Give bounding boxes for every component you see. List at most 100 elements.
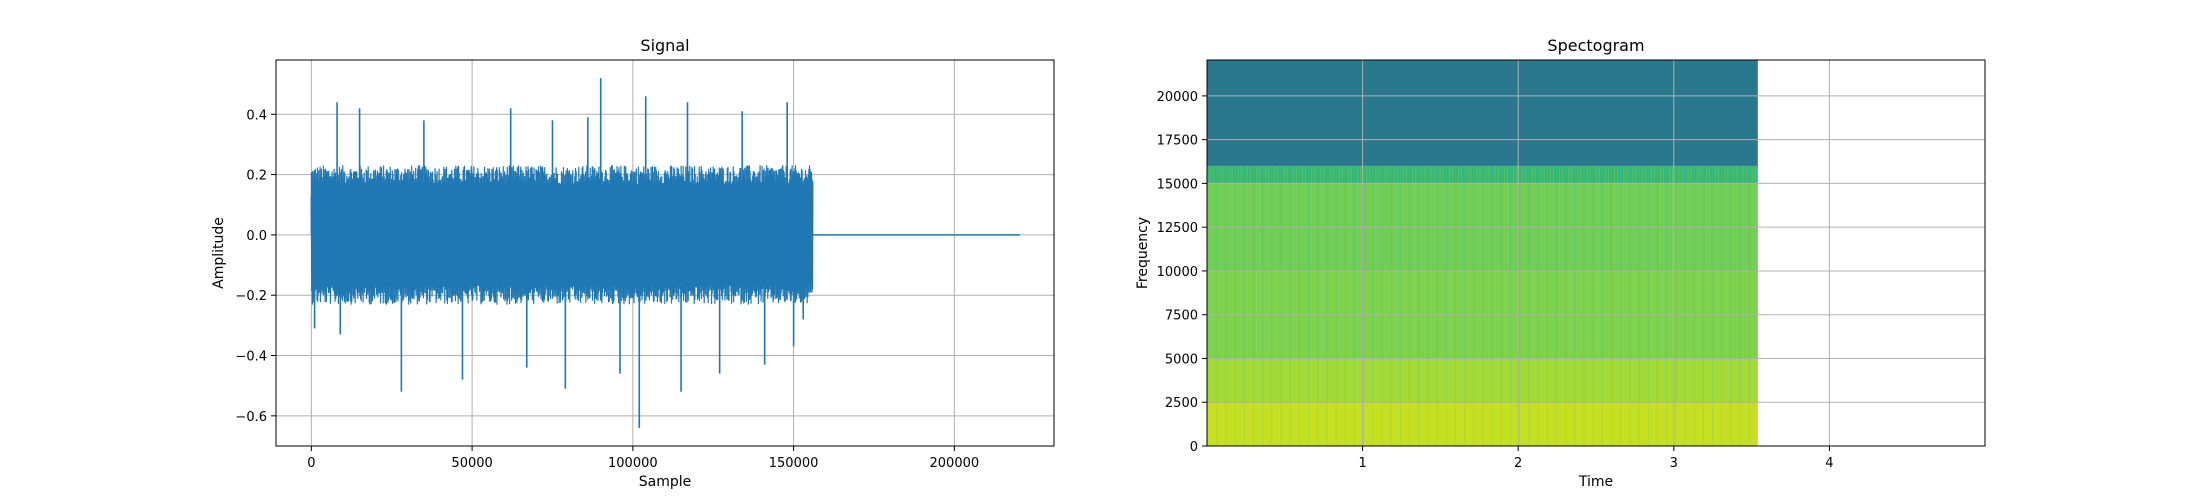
spectrogram-x-tick-label: 3: [1670, 456, 1678, 471]
spectrogram-texture: [1580, 165, 1582, 446]
spectrogram-texture: [1225, 165, 1227, 446]
spectrogram-texture: [1286, 165, 1288, 446]
spectrogram-texture: [1659, 165, 1662, 446]
spectrogram-texture: [1666, 165, 1668, 446]
spectrogram-texture: [1522, 165, 1524, 446]
spectrogram-texture: [1442, 165, 1444, 446]
spectrogram-texture: [1629, 165, 1631, 446]
spectrogram-texture: [1662, 165, 1665, 446]
spectrogram-texture: [1311, 165, 1313, 446]
spectrogram-texture: [1684, 165, 1686, 446]
spectrogram-texture: [1718, 165, 1720, 446]
spectrogram-texture: [1678, 165, 1680, 446]
spectrogram-texture: [1647, 165, 1649, 446]
spectrogram-texture: [1620, 165, 1622, 446]
spectrogram-texture: [1412, 165, 1414, 446]
spectrogram-texture: [1531, 165, 1533, 446]
spectrogram-texture: [1240, 165, 1242, 446]
signal-axes-frame: [275, 59, 1055, 447]
spectrogram-texture: [1595, 165, 1597, 446]
spectrogram-texture: [1430, 165, 1432, 446]
spectrogram-texture: [1366, 165, 1368, 446]
signal-panel: 0 50000 100000 150000 200000 −0.6 −0.4 −0.2 0.0 0…: [211, 36, 1055, 490]
spectrogram-x-tick-label: 2: [1514, 456, 1522, 471]
signal-waveform: [310, 78, 1021, 428]
spectrogram-texture: [1543, 165, 1545, 446]
spectrogram-texture: [1433, 165, 1435, 446]
spectrogram-texture: [1301, 165, 1304, 446]
spectrogram-texture: [1669, 165, 1671, 446]
spectrogram-texture: [1304, 165, 1307, 446]
spectrogram-texture: [1690, 165, 1692, 446]
spectrogram-texture: [1558, 165, 1561, 446]
spectrogram-texture: [1436, 165, 1438, 446]
spectrogram-texture: [1271, 165, 1273, 446]
spectrogram-texture: [1675, 165, 1677, 446]
spectrogram-texture: [1274, 165, 1276, 446]
spectrogram-texture: [1482, 165, 1484, 446]
spectrogram-texture: [1525, 165, 1527, 446]
spectrogram-texture: [1372, 165, 1374, 446]
spectrogram-texture: [1298, 165, 1301, 446]
spectrogram-texture: [1708, 165, 1711, 446]
spectrogram-texture: [1537, 165, 1539, 446]
spectrogram-texture: [1607, 165, 1610, 446]
spectrogram-texture: [1696, 165, 1698, 446]
spectrogram-texture: [1519, 165, 1521, 446]
spectrogram-texture: [1424, 165, 1426, 446]
spectrogram-texture: [1390, 165, 1392, 446]
spectrogram-y-tick-label: 15000: [1157, 177, 1198, 192]
spectrogram-texture: [1497, 165, 1499, 446]
spectrogram-texture: [1228, 165, 1230, 446]
spectrogram-texture: [1268, 165, 1270, 446]
spectrogram-texture: [1672, 165, 1674, 446]
spectrogram-texture: [1574, 165, 1576, 446]
spectrogram-texture: [1540, 165, 1542, 446]
spectrogram-texture: [1216, 165, 1218, 446]
spectrogram-texture: [1415, 165, 1417, 446]
spectrogram-x-tick-label: 1: [1358, 456, 1366, 471]
spectrogram-y-axis-label: Frequency: [1135, 217, 1151, 289]
spectrogram-texture: [1249, 165, 1252, 446]
spectrogram-texture: [1656, 165, 1659, 446]
spectrogram-texture: [1479, 165, 1481, 446]
spectrogram-texture: [1350, 165, 1353, 446]
spectrogram-texture: [1473, 165, 1475, 446]
signal-x-tick-label: 0: [307, 456, 315, 471]
spectrogram-texture: [1635, 165, 1637, 446]
spectrogram-texture: [1733, 165, 1735, 446]
spectrogram-texture: [1280, 165, 1282, 446]
spectrogram-texture: [1568, 165, 1570, 446]
spectrogram-texture: [1721, 165, 1723, 446]
spectrogram-axes-frame: [1206, 59, 1986, 447]
spectrogram-texture: [1332, 165, 1334, 446]
spectrogram-texture: [1586, 165, 1588, 446]
spectrogram-texture: [1427, 165, 1429, 446]
spectrogram-texture: [1751, 165, 1753, 446]
spectrogram-texture: [1546, 165, 1548, 446]
spectrogram-texture: [1534, 165, 1536, 446]
spectrogram-texture: [1601, 165, 1603, 446]
spectrogram-texture: [1323, 165, 1325, 446]
spectrogram-texture: [1399, 165, 1401, 446]
signal-noise-band: [310, 164, 814, 305]
spectrogram-y-tick-label: 5000: [1165, 352, 1198, 367]
spectrogram-texture: [1598, 165, 1600, 446]
spectrogram-texture: [1347, 165, 1349, 446]
spectrogram-texture: [1387, 165, 1389, 446]
spectrogram-texture: [1610, 165, 1613, 446]
spectrogram-texture: [1335, 165, 1337, 446]
spectrogram-texture: [1632, 165, 1634, 446]
spectrogram-texture: [1384, 165, 1386, 446]
spectrogram-texture: [1344, 165, 1346, 446]
spectrogram-texture: [1292, 165, 1294, 446]
spectrogram-texture: [1363, 165, 1365, 446]
signal-x-tick-label: 100000: [608, 456, 658, 471]
spectrogram-texture: [1219, 165, 1221, 446]
signal-y-axis-label: Amplitude: [211, 217, 227, 289]
spectrogram-texture: [1604, 165, 1607, 446]
spectrogram-texture: [1513, 165, 1515, 446]
spectrogram-texture: [1506, 165, 1509, 446]
spectrogram-texture: [1638, 165, 1640, 446]
spectrogram-x-axis-label: Time: [1578, 474, 1613, 490]
